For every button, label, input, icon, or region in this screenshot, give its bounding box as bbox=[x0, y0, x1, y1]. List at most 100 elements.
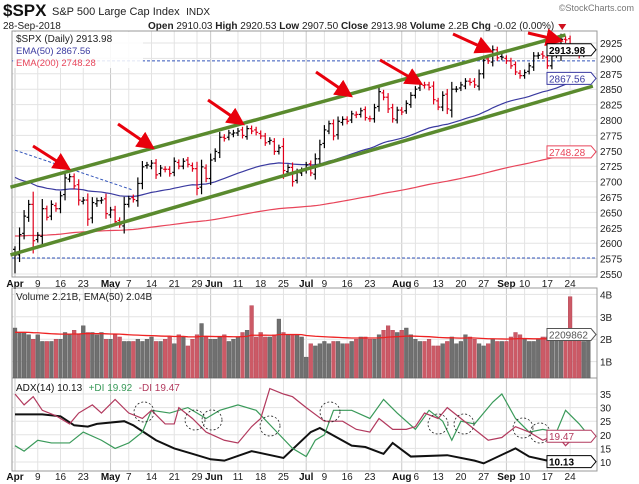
high-label: High bbox=[215, 21, 237, 32]
ohlc-bar bbox=[40, 199, 45, 247]
price-tick-label: 2550 bbox=[600, 270, 623, 281]
volume-bar bbox=[467, 336, 473, 379]
x-tick-label: Jul bbox=[299, 472, 314, 483]
x-tick-label: 9 bbox=[322, 279, 328, 290]
volume-bar bbox=[295, 334, 300, 379]
volume-bar bbox=[140, 341, 145, 379]
crossover-circle bbox=[133, 401, 155, 423]
ohlc-bar bbox=[140, 160, 145, 190]
volume-bar bbox=[408, 334, 413, 379]
ohlc-bar bbox=[144, 161, 149, 169]
ohlc-bar bbox=[422, 81, 427, 89]
volume-bar bbox=[499, 341, 504, 379]
volume-tick-label: 2B bbox=[600, 335, 613, 346]
adx-tick-label: 10 bbox=[600, 458, 612, 469]
ohlc-bar bbox=[235, 128, 240, 137]
plus-di-legend: +DI 19.92 bbox=[89, 383, 133, 394]
ohlc-bar bbox=[245, 125, 250, 140]
crossover-circle bbox=[201, 409, 223, 431]
ohlc-bar bbox=[226, 129, 231, 141]
ohlc-bar bbox=[240, 126, 245, 139]
volume-bar bbox=[522, 339, 527, 379]
price-tick-label: 2625 bbox=[600, 224, 623, 235]
ohlc-bar bbox=[85, 193, 90, 226]
x-tick-label: Jun bbox=[205, 472, 223, 483]
volume-bar bbox=[449, 336, 454, 379]
x-tick-label: Sep bbox=[497, 472, 515, 483]
volume-bar bbox=[308, 343, 313, 379]
ohlc-bar bbox=[258, 130, 263, 140]
volume-bar bbox=[376, 334, 382, 379]
volume-bar bbox=[472, 339, 477, 379]
ohlc-bar bbox=[94, 197, 99, 207]
ohlc-bar bbox=[204, 164, 209, 183]
ohlc-bar bbox=[35, 232, 40, 243]
price-tick-label: 2725 bbox=[600, 162, 623, 173]
volume-bar bbox=[199, 323, 204, 379]
volume-bar bbox=[117, 336, 122, 379]
ohlc-bar bbox=[104, 193, 108, 219]
x-tick-label: 11 bbox=[233, 472, 244, 483]
ohlc-bar bbox=[181, 158, 186, 170]
ohlc-bar bbox=[322, 125, 327, 149]
ohlc-bar bbox=[31, 191, 36, 254]
volume-bar bbox=[372, 339, 377, 379]
volume-tick-label: 4B bbox=[600, 290, 613, 301]
ohlc-bar bbox=[472, 78, 477, 88]
volume-bar bbox=[577, 336, 582, 379]
volume-bar bbox=[35, 334, 40, 379]
ohlc-bar bbox=[44, 205, 49, 221]
ohlc-bar bbox=[231, 129, 236, 138]
ohlc-bar bbox=[199, 159, 204, 195]
volume-tag-box bbox=[546, 327, 597, 341]
adx-tick-label: 35 bbox=[600, 390, 612, 401]
ohlc-bar bbox=[108, 206, 113, 218]
close-tag-box bbox=[546, 43, 597, 57]
volume-bar bbox=[454, 343, 459, 379]
ohlc-bar bbox=[22, 210, 27, 240]
ohlc-bar bbox=[413, 86, 418, 99]
close-tag: 2913.98 bbox=[549, 46, 586, 57]
ohlc-bar bbox=[336, 116, 341, 140]
ohlc-bar bbox=[408, 92, 413, 108]
volume-bar bbox=[222, 334, 227, 379]
volume-bar bbox=[103, 339, 109, 379]
ohlc-bar bbox=[49, 200, 54, 221]
ohlc-bar bbox=[504, 55, 509, 64]
quote-summary: Open 2910.03 High 2920.53 Low 2907.50 Cl… bbox=[148, 21, 554, 32]
volume-bar bbox=[477, 343, 482, 379]
volume-bar bbox=[258, 332, 263, 379]
arrow-icon bbox=[452, 32, 494, 54]
ohlc-bar bbox=[367, 115, 372, 122]
ohlc-bar bbox=[381, 89, 386, 101]
ema50-tag-box bbox=[546, 71, 597, 85]
quote-date: 28-Sep-2018 bbox=[3, 21, 61, 32]
volume-bar bbox=[490, 339, 495, 379]
crossover-circle bbox=[259, 415, 281, 437]
ohlc-bar bbox=[122, 196, 127, 234]
volume-bar bbox=[508, 336, 514, 379]
ohlc-bar bbox=[358, 107, 363, 118]
minus-di-tag-box bbox=[546, 429, 597, 443]
ohlc-bar bbox=[540, 51, 545, 60]
ema50-line bbox=[14, 77, 589, 198]
ohlc-bar bbox=[513, 61, 518, 76]
ohlc-bar bbox=[363, 106, 368, 121]
ohlc-bar bbox=[463, 78, 468, 90]
x-tick-label: Aug bbox=[392, 279, 411, 290]
x-tick-label: 25 bbox=[278, 279, 290, 290]
ohlc-bar bbox=[431, 81, 436, 105]
volume-bar bbox=[436, 345, 441, 379]
ema200-legend: EMA(200) 2748.28 bbox=[16, 58, 96, 69]
adx-tick-label: 15 bbox=[600, 444, 612, 455]
ohlc-bar bbox=[63, 172, 68, 201]
volume-bar bbox=[463, 334, 468, 379]
volume-bar bbox=[26, 334, 31, 379]
ema200-line bbox=[14, 148, 589, 237]
adx-tick-label: 20 bbox=[600, 431, 612, 442]
volume-bar bbox=[12, 327, 18, 379]
x-tick-label: Sep bbox=[497, 279, 515, 290]
adx-tick-label: 30 bbox=[600, 404, 612, 415]
open-label: Open bbox=[148, 21, 174, 32]
